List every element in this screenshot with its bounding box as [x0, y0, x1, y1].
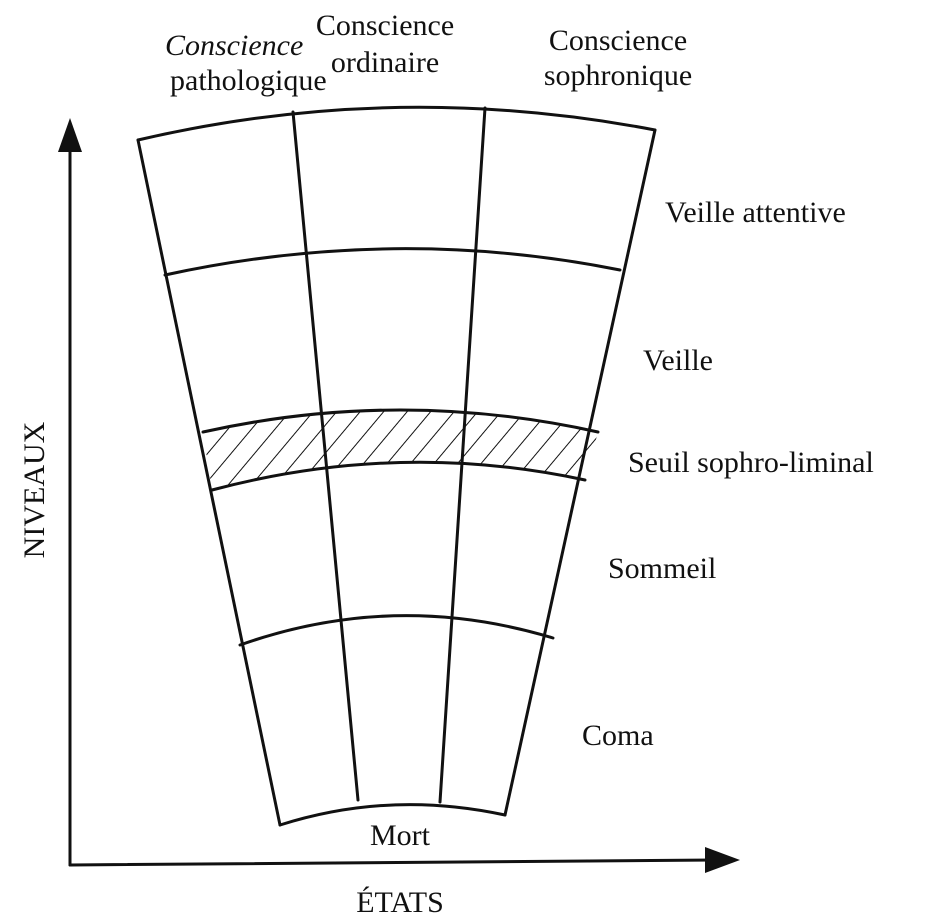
x-axis-label: ÉTATS	[356, 886, 444, 919]
level-divider	[238, 614, 555, 647]
right-edge	[503, 128, 657, 817]
y-axis-label: NIVEAUX	[18, 421, 51, 558]
top-arc	[136, 105, 657, 142]
level-label: Seuil sophro-liminal	[628, 446, 874, 479]
column-label: Conscience	[165, 29, 303, 62]
column-label: ordinaire	[331, 46, 439, 79]
column-label: pathologique	[170, 64, 327, 97]
bottom-label: Mort	[370, 819, 431, 852]
x-axis-arrow	[705, 847, 740, 873]
bottom-arc	[278, 803, 507, 827]
column-label: Conscience	[549, 24, 687, 57]
column-label: sophronique	[544, 59, 692, 92]
level-divider	[201, 408, 600, 434]
column-label: Conscience	[316, 9, 454, 42]
level-label: Sommeil	[608, 552, 716, 585]
level-label: Veille attentive	[665, 196, 846, 229]
x-axis	[68, 858, 717, 867]
level-label: Veille	[643, 344, 713, 377]
level-label: Coma	[582, 719, 654, 752]
y-axis-arrow	[58, 118, 82, 152]
left-edge	[136, 138, 282, 827]
level-divider	[163, 247, 622, 277]
column-divider	[291, 110, 360, 802]
level-divider	[210, 460, 587, 492]
column-divider	[438, 106, 487, 804]
